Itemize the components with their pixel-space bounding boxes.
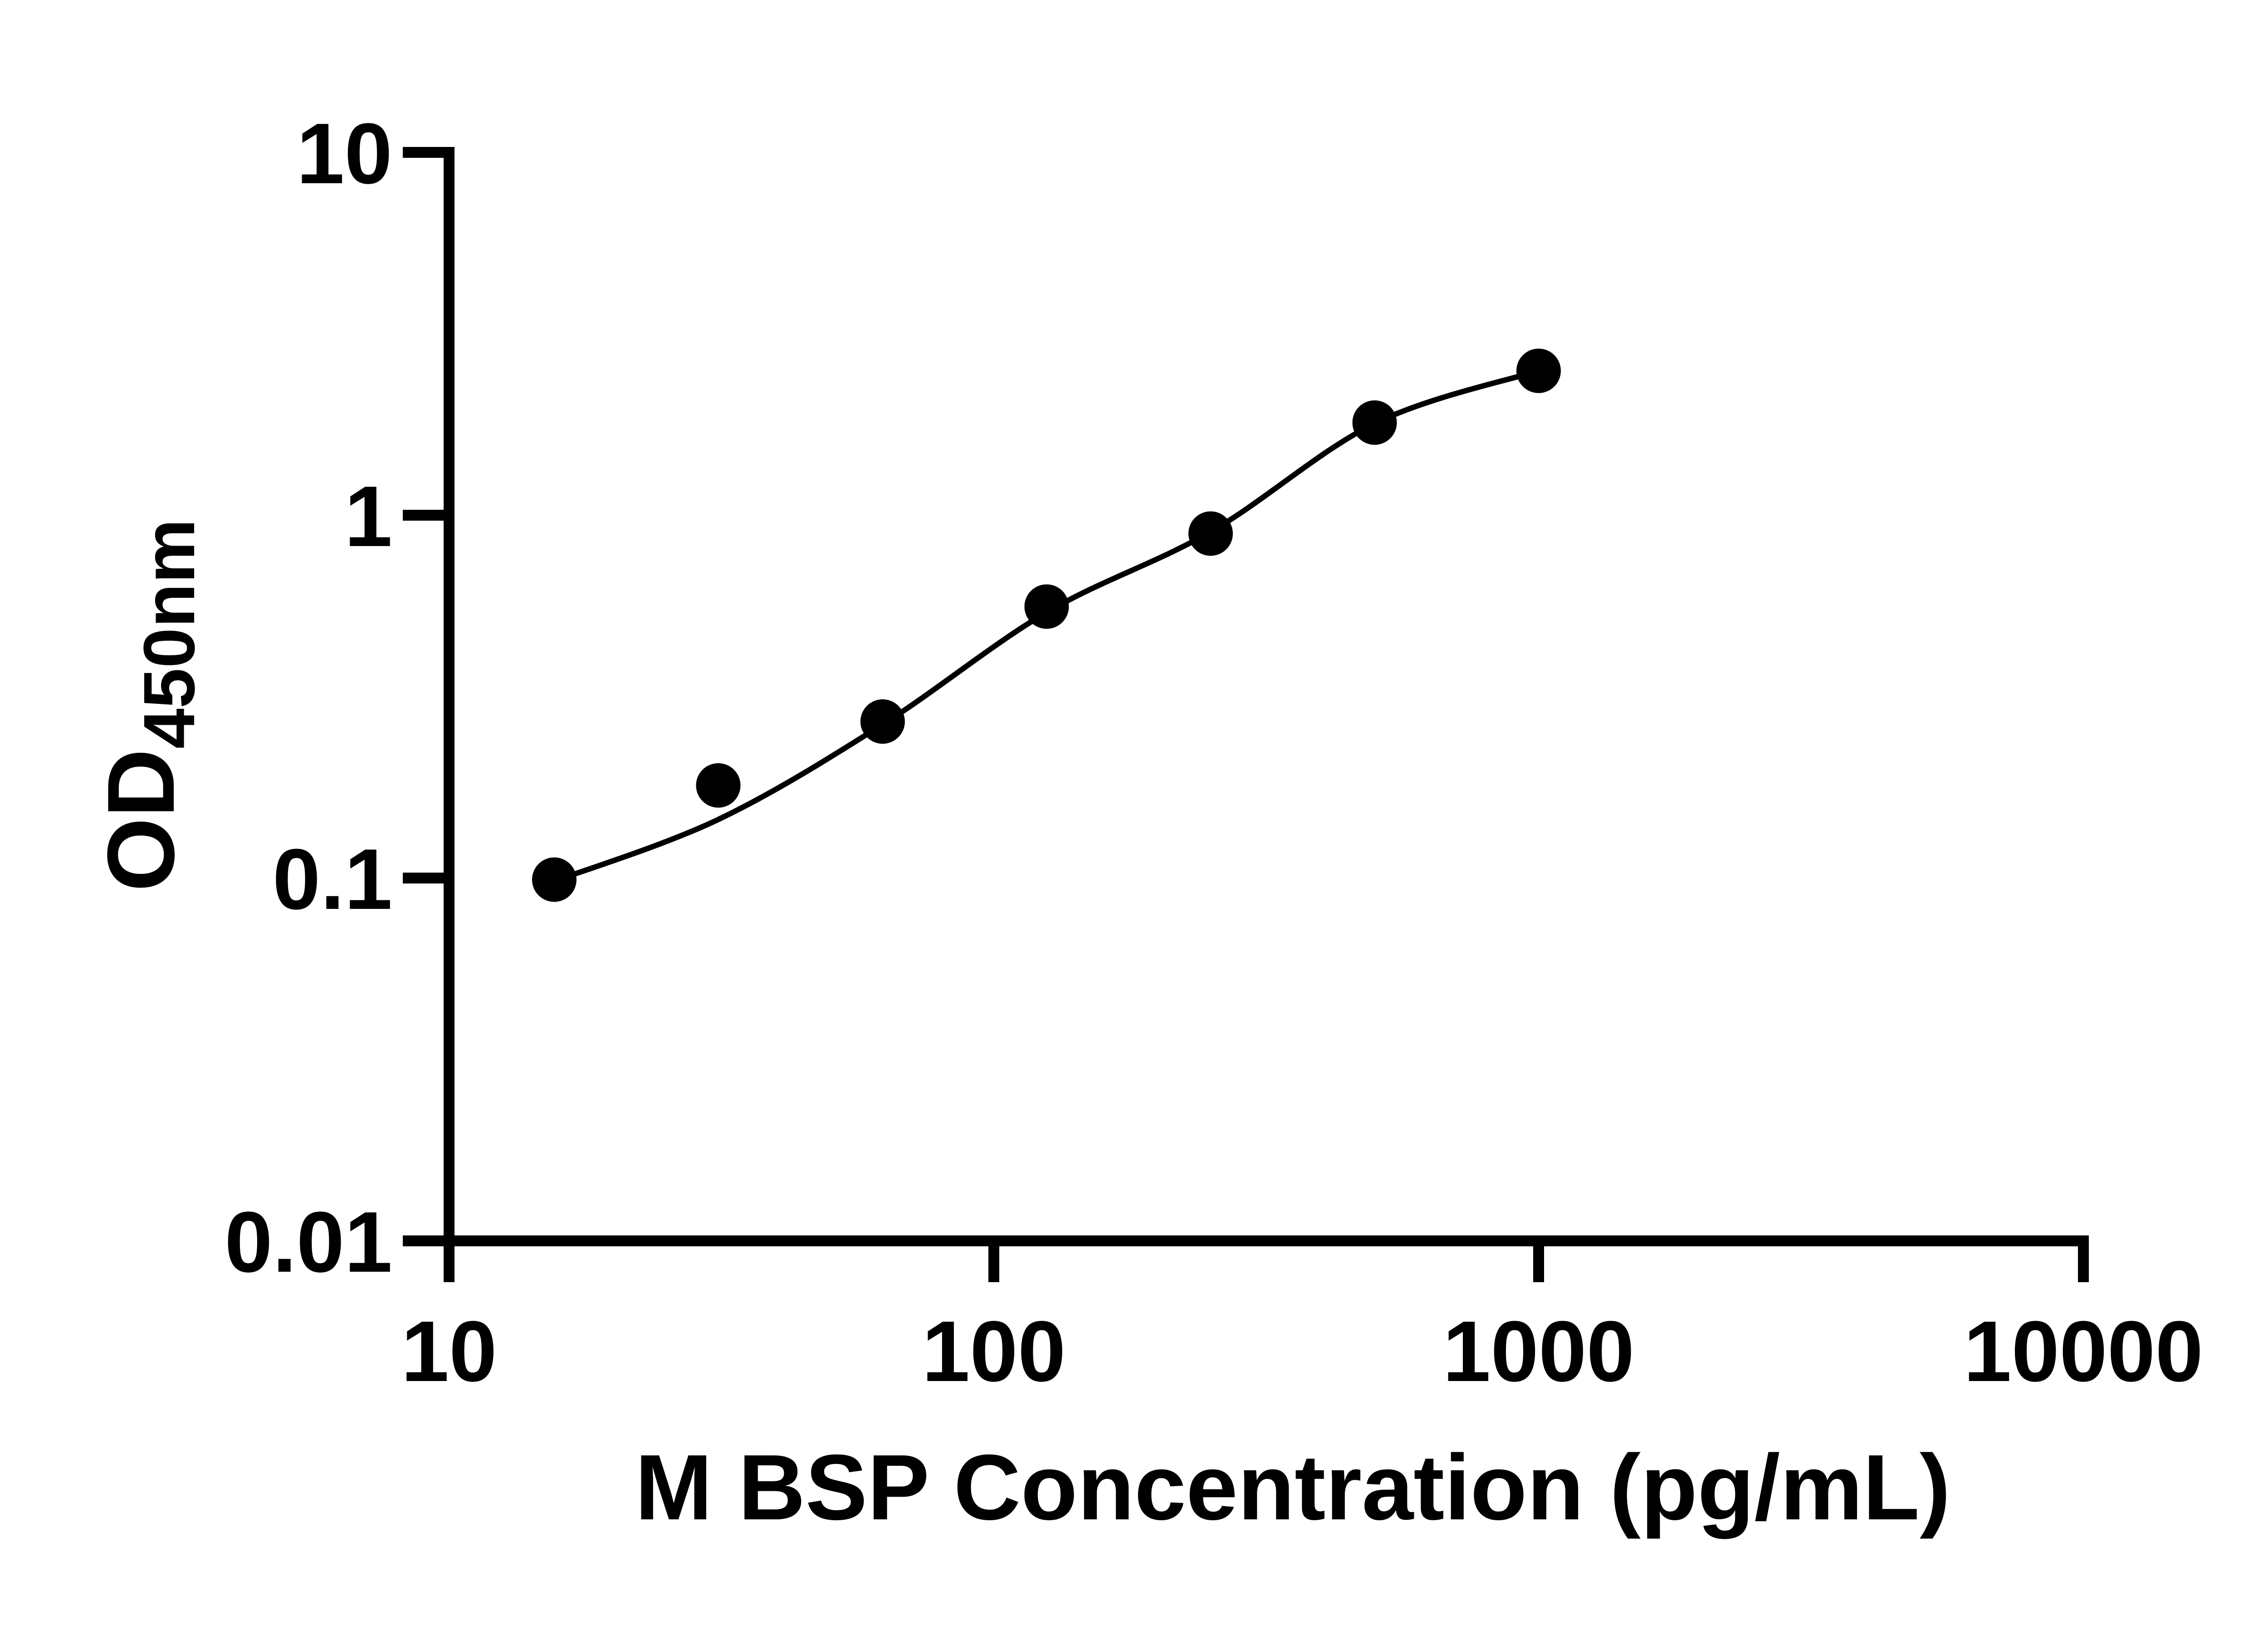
y-tick-labels: 10 1 0.1 0.01 [225, 106, 392, 1290]
data-point [532, 857, 577, 902]
data-point [696, 763, 741, 808]
axes: 10 1 0.1 0.01 10 100 1000 10000 [225, 106, 2203, 1400]
data-point [1352, 400, 1397, 445]
y-tick-label: 0.01 [225, 1194, 392, 1290]
x-tick-label: 10000 [1964, 1303, 2203, 1400]
y-tick-label: 10 [297, 106, 392, 202]
y-axis-title-subscript: 450nm [128, 519, 210, 749]
data-point [860, 699, 905, 744]
y-tick-label: 0.1 [273, 831, 392, 927]
data-point [1516, 348, 1561, 393]
x-tick-label: 100 [922, 1303, 1066, 1400]
y-axis-title: OD450nm [88, 519, 210, 892]
x-axis-title: M BSP Concentration (pg/mL) [635, 1435, 1950, 1539]
x-tick-group [444, 1241, 2089, 1282]
x-tick-labels: 10 100 1000 10000 [401, 1303, 2203, 1400]
data-points [532, 348, 1561, 902]
x-tick-label: 10 [401, 1303, 497, 1400]
data-point [1188, 511, 1233, 556]
plot-area [532, 348, 1561, 902]
x-tick-label: 1000 [1443, 1303, 1635, 1400]
y-axis-title-main: OD [88, 749, 194, 892]
y-tick-label: 1 [344, 469, 392, 565]
data-point [1024, 584, 1069, 629]
